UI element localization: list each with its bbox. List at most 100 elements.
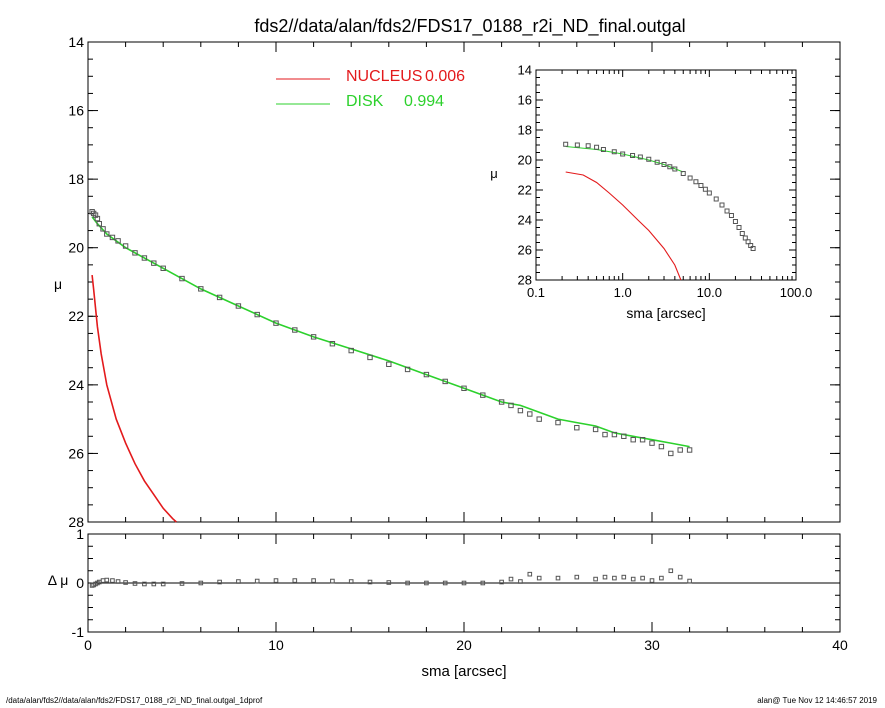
y-tick-label: 28 bbox=[68, 514, 84, 530]
data-point bbox=[724, 208, 730, 214]
data-point bbox=[480, 580, 486, 586]
data-point bbox=[518, 579, 523, 584]
inset-x-axis-label: sma [arcsec] bbox=[626, 305, 705, 321]
data-point bbox=[677, 574, 683, 580]
data-point bbox=[687, 578, 692, 584]
data-point bbox=[536, 575, 542, 581]
data-point bbox=[667, 164, 673, 170]
y-tick-label: 26 bbox=[518, 243, 532, 258]
data-point bbox=[602, 574, 608, 580]
data-point bbox=[654, 159, 660, 165]
data-point bbox=[104, 577, 110, 583]
data-point bbox=[706, 190, 712, 196]
y-tick-label: 24 bbox=[518, 213, 532, 228]
x-tick-label: 100.0 bbox=[780, 285, 813, 300]
data-point bbox=[330, 578, 335, 584]
y-tick-label: 26 bbox=[68, 445, 84, 461]
data-point bbox=[404, 366, 411, 373]
data-point bbox=[640, 575, 645, 581]
data-point bbox=[680, 171, 686, 176]
inset-y-axis-label: μ bbox=[490, 166, 498, 181]
data-point bbox=[179, 275, 185, 282]
data-point bbox=[517, 407, 524, 414]
data-point bbox=[637, 154, 643, 160]
data-point bbox=[739, 231, 745, 236]
data-point bbox=[602, 431, 608, 438]
data-point bbox=[151, 581, 157, 587]
data-point bbox=[367, 579, 373, 585]
inset-plot-marks bbox=[563, 141, 756, 281]
data-point bbox=[612, 575, 617, 581]
residual-panel: Δ μ sma [arcsec] 0 10 20 30 40-101 bbox=[48, 526, 848, 680]
data-point bbox=[658, 443, 665, 450]
y-tick-label: 28 bbox=[518, 273, 532, 288]
inset-background bbox=[536, 70, 796, 280]
data-point bbox=[630, 437, 636, 443]
data-point bbox=[292, 327, 298, 333]
legend-disk-value: 0.994 bbox=[404, 93, 444, 110]
data-point bbox=[141, 255, 148, 261]
data-point bbox=[311, 578, 316, 583]
data-point bbox=[123, 580, 128, 585]
disk-line bbox=[565, 145, 684, 173]
residual-y-axis-label: Δ μ bbox=[48, 572, 69, 588]
y-tick-label: 24 bbox=[68, 377, 84, 393]
data-point bbox=[668, 450, 674, 457]
data-point bbox=[461, 385, 467, 391]
data-point bbox=[198, 580, 204, 586]
data-point bbox=[585, 143, 591, 149]
data-point bbox=[702, 186, 708, 192]
data-point bbox=[405, 580, 410, 586]
nucleus-line bbox=[91, 275, 177, 523]
data-point bbox=[310, 334, 317, 340]
data-point bbox=[555, 575, 561, 581]
y-tick-label: 16 bbox=[68, 102, 84, 118]
data-point bbox=[592, 426, 599, 433]
data-point bbox=[109, 234, 116, 241]
data-point bbox=[132, 581, 138, 586]
data-point bbox=[216, 294, 223, 301]
data-point bbox=[661, 162, 667, 167]
data-point bbox=[527, 571, 533, 577]
data-point bbox=[160, 265, 166, 271]
data-point bbox=[742, 235, 748, 241]
x-tick-label: 30 bbox=[644, 637, 660, 653]
data-point bbox=[649, 440, 655, 446]
chart-title: fds2//data/alan/fds2/FDS17_0188_r2i_ND_f… bbox=[254, 16, 685, 37]
data-point bbox=[659, 575, 664, 581]
data-point bbox=[423, 371, 430, 378]
data-point bbox=[329, 341, 336, 347]
residual-x-axis-label: sma [arcsec] bbox=[421, 663, 506, 680]
data-point bbox=[273, 320, 279, 326]
y-tick-label: 0 bbox=[76, 575, 84, 591]
data-point bbox=[100, 226, 106, 232]
y-tick-label: 14 bbox=[68, 34, 84, 50]
data-point bbox=[745, 239, 751, 245]
data-point bbox=[527, 411, 533, 417]
data-point bbox=[96, 221, 102, 227]
data-point bbox=[254, 311, 260, 318]
data-point bbox=[574, 425, 580, 431]
data-point bbox=[151, 260, 157, 266]
data-point bbox=[750, 246, 756, 251]
data-point bbox=[254, 578, 260, 584]
data-point bbox=[442, 378, 448, 385]
inset-panel: μ sma [arcsec] 0.1 1.0 10.0 100.0 14 16 18 20 22… bbox=[490, 63, 812, 321]
data-point bbox=[736, 225, 742, 230]
data-point bbox=[235, 303, 242, 309]
data-point bbox=[142, 581, 147, 587]
data-point bbox=[367, 354, 373, 361]
data-point bbox=[348, 579, 354, 584]
main-panel: μ 14 16 18 20 22 24 26 28 NUCLEUS 0.006 DISK 0.… bbox=[54, 34, 841, 530]
x-tick-label: 0 bbox=[84, 637, 92, 653]
data-point bbox=[348, 347, 354, 354]
legend: NUCLEUS 0.006 DISK 0.994 bbox=[276, 68, 465, 110]
y-tick-label: 18 bbox=[518, 123, 532, 138]
main-y-axis-label: μ bbox=[54, 276, 62, 292]
y-tick-label: 20 bbox=[68, 240, 84, 256]
data-point bbox=[687, 175, 693, 181]
legend-nucleus-value: 0.006 bbox=[425, 68, 465, 85]
data-point bbox=[442, 580, 448, 586]
data-point bbox=[100, 578, 106, 583]
